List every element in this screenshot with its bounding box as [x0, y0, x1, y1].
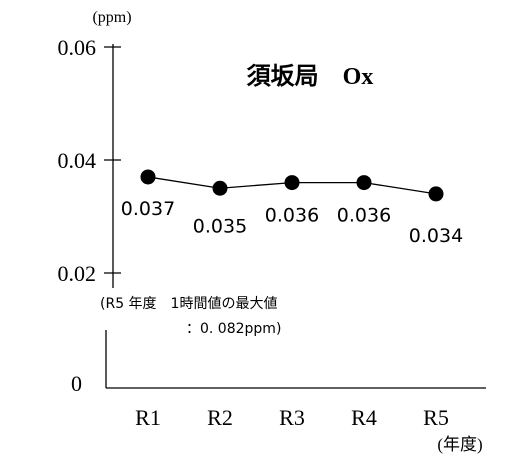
data-label: 0.034	[409, 225, 463, 247]
y-tick-label: 0	[71, 371, 82, 396]
data-label: 0.037	[121, 198, 175, 220]
data-label: 0.036	[265, 205, 319, 227]
y-unit-label: (ppm)	[92, 9, 131, 26]
x-tick-label: R1	[135, 405, 161, 430]
annotation-line-1: (R5 年度 1時間値の最大値	[100, 296, 277, 312]
markers	[140, 169, 444, 202]
data-point-marker	[428, 186, 444, 202]
x-labels: R1 R2 R3 R4 R5	[135, 405, 449, 430]
data-point-marker	[284, 175, 300, 191]
x-unit-label: (年度)	[437, 435, 482, 454]
data-point-marker	[212, 180, 228, 196]
y-tick-label: 0.02	[58, 261, 97, 286]
chart-title: 須坂局 Ox	[247, 63, 374, 90]
annotation-line-2: ：0. 082ppm)	[186, 321, 281, 337]
data-point-marker	[356, 175, 372, 191]
data-labels: 0.037 0.035 0.036 0.036 0.034	[121, 198, 463, 247]
x-tick-label: R4	[351, 405, 377, 430]
x-tick-label: R3	[279, 405, 305, 430]
y-ticks: 0.06 0.04 0.02 0	[58, 35, 121, 396]
x-tick-label: R5	[423, 405, 449, 430]
data-label: 0.036	[337, 205, 391, 227]
data-point-marker	[140, 169, 156, 185]
y-tick-label: 0.06	[58, 35, 97, 60]
y-tick-label: 0.04	[58, 148, 97, 173]
data-label: 0.035	[193, 215, 247, 237]
x-tick-label: R2	[207, 405, 233, 430]
